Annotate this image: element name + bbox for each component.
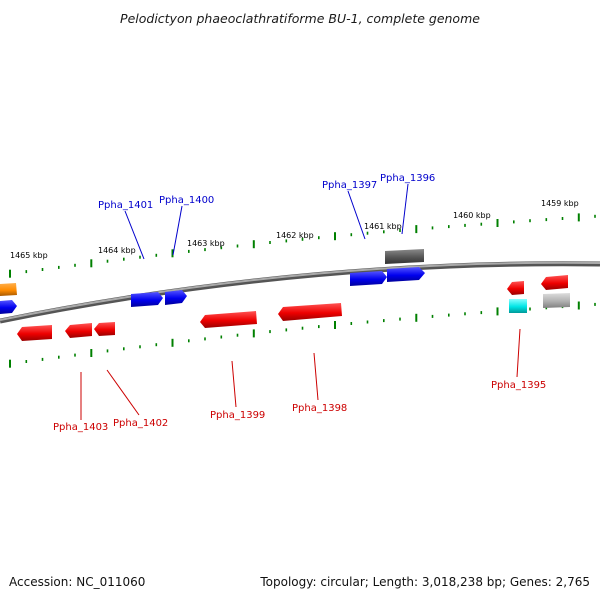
gene-cyan[interactable] bbox=[509, 299, 527, 313]
ruler-label-1465: 1465 kbp bbox=[10, 251, 48, 260]
ruler-labels: 1465 kbp 1464 kbp 1463 kbp 1462 kbp 1461… bbox=[10, 199, 579, 260]
ruler-label-1464: 1464 kbp bbox=[98, 246, 136, 255]
callout-line-ppha-1397 bbox=[347, 190, 366, 240]
gene-label-ppha-1399[interactable]: Ppha_1399 bbox=[210, 410, 265, 421]
gene-blue[interactable] bbox=[165, 290, 187, 305]
genome-summary: Topology: circular; Length: 3,018,238 bp… bbox=[259, 575, 590, 589]
outer-tick-row bbox=[9, 213, 596, 278]
gene-red[interactable] bbox=[65, 323, 92, 338]
gene-label-ppha-1397[interactable]: Ppha_1397 bbox=[322, 180, 377, 191]
gene-label-ppha-1398[interactable]: Ppha_1398 bbox=[292, 403, 347, 414]
ruler-label-1460: 1460 kbp bbox=[453, 211, 491, 220]
genome-backbone-highlight bbox=[0, 261, 600, 321]
accession-label: Accession: NC_011060 bbox=[9, 575, 145, 589]
forward-genes bbox=[0, 249, 425, 314]
callout-line-ppha-1400 bbox=[172, 205, 183, 256]
ruler-label-1463: 1463 kbp bbox=[187, 239, 225, 248]
gene-dark-gray[interactable] bbox=[385, 249, 424, 264]
genome-backbone bbox=[0, 261, 600, 324]
gene-label-ppha-1401[interactable]: Ppha_1401 bbox=[98, 200, 153, 211]
callout-line-ppha-1401 bbox=[124, 210, 145, 260]
gene-red[interactable] bbox=[17, 325, 52, 341]
gene-label-ppha-1400[interactable]: Ppha_1400 bbox=[159, 195, 214, 206]
ruler-label-1461: 1461 kbp bbox=[364, 222, 402, 231]
gene-label-ppha-1396[interactable]: Ppha_1396 bbox=[380, 173, 435, 184]
gene-orange[interactable] bbox=[0, 283, 17, 296]
gene-blue[interactable] bbox=[387, 267, 425, 282]
ruler-label-1459: 1459 kbp bbox=[541, 199, 579, 208]
callout-line-ppha-1402 bbox=[106, 369, 140, 416]
gene-red[interactable] bbox=[541, 275, 568, 290]
callout-line-ppha-1396 bbox=[401, 183, 409, 235]
forward-gene-labels: Ppha_1401 Ppha_1400 Ppha_1397 Ppha_1396 bbox=[98, 173, 435, 211]
gene-label-ppha-1395[interactable]: Ppha_1395 bbox=[491, 380, 546, 391]
gene-red[interactable] bbox=[507, 281, 524, 295]
ruler-label-1462: 1462 kbp bbox=[276, 231, 314, 240]
gene-red[interactable] bbox=[200, 311, 257, 328]
reverse-gene-labels: Ppha_1403 Ppha_1402 Ppha_1399 Ppha_1398 … bbox=[53, 380, 546, 433]
genome-title: Pelodictyon phaeoclathratiforme BU-1, co… bbox=[120, 11, 480, 26]
callout-line-ppha-1395 bbox=[516, 328, 521, 378]
gene-label-ppha-1403[interactable]: Ppha_1403 bbox=[53, 422, 108, 433]
forward-callout-lines bbox=[124, 183, 409, 260]
reverse-callout-lines bbox=[80, 328, 521, 420]
callout-line-ppha-1399 bbox=[231, 360, 237, 408]
callout-line-ppha-1398 bbox=[313, 352, 319, 401]
gene-red[interactable] bbox=[94, 322, 115, 336]
gene-blue[interactable] bbox=[131, 292, 163, 307]
reverse-genes bbox=[17, 275, 570, 341]
gene-light-gray[interactable] bbox=[543, 293, 570, 308]
gene-label-ppha-1402[interactable]: Ppha_1402 bbox=[113, 418, 168, 429]
gene-blue[interactable] bbox=[350, 271, 387, 286]
gene-red[interactable] bbox=[278, 303, 342, 321]
gene-blue[interactable] bbox=[0, 300, 17, 314]
